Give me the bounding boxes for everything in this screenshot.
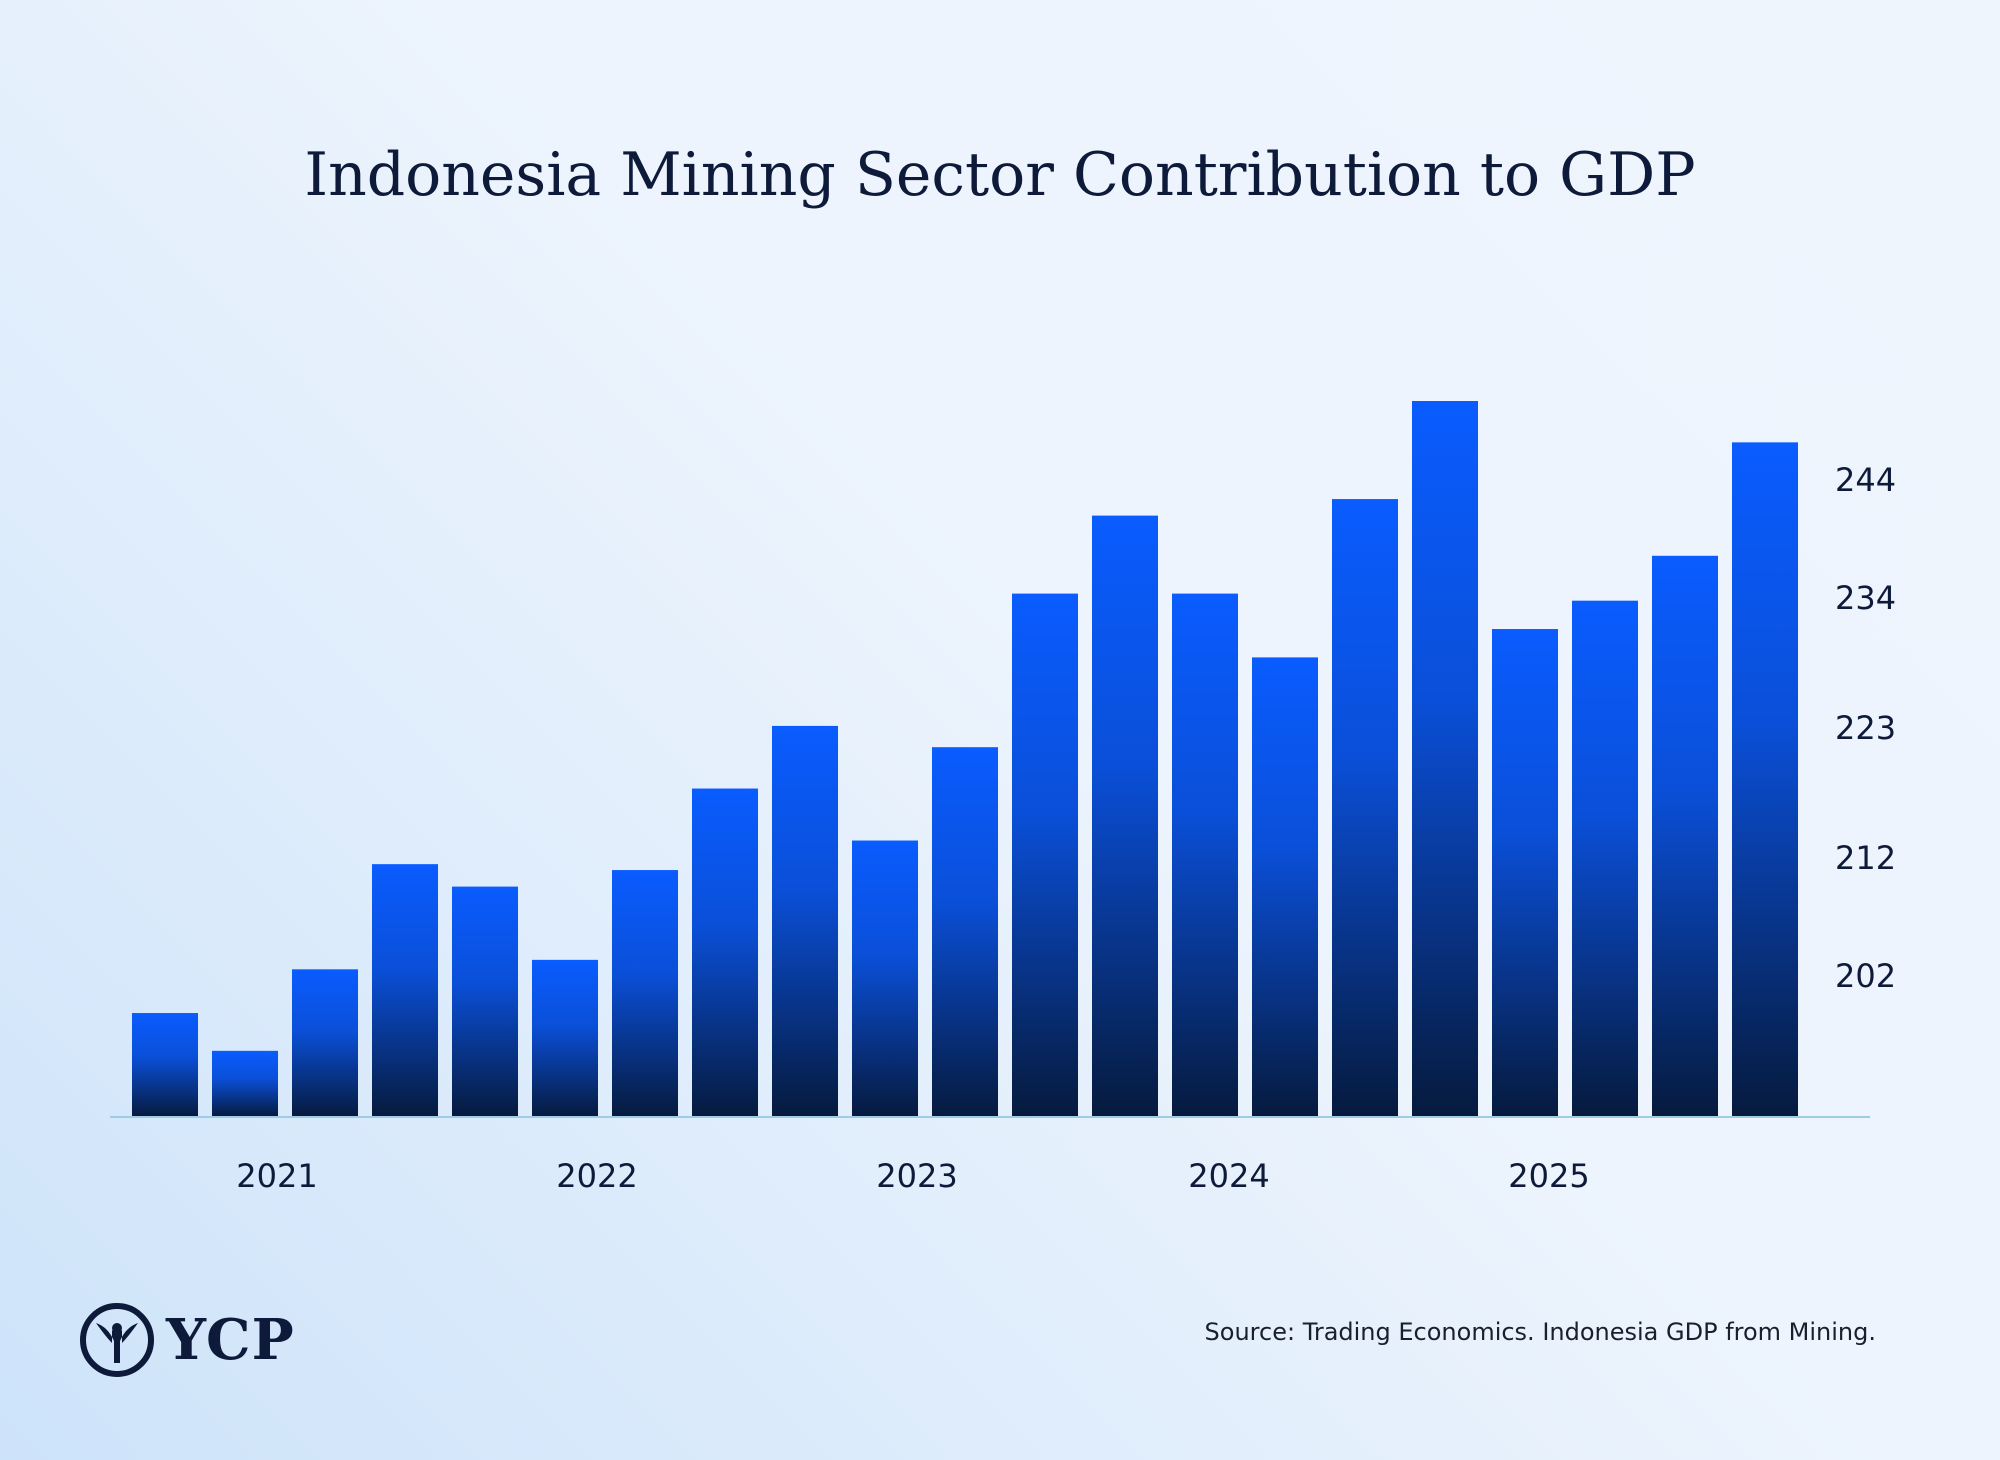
- bar-6: [612, 870, 678, 1117]
- bar-18: [1572, 600, 1638, 1117]
- bar-13: [1172, 593, 1238, 1117]
- x-tick-label-1: 2022: [556, 1157, 637, 1195]
- bar-4: [452, 886, 518, 1117]
- bar-17: [1492, 629, 1558, 1117]
- bar-9: [852, 840, 918, 1117]
- bar-19: [1652, 555, 1718, 1117]
- ycp-logo: YCP: [78, 1300, 295, 1380]
- bar-12: [1092, 515, 1158, 1117]
- bar-15: [1332, 499, 1398, 1117]
- bar-0: [132, 1013, 198, 1117]
- source-note: Source: Trading Economics. Indonesia GDP…: [1204, 1318, 1876, 1346]
- bar-11: [1012, 593, 1078, 1117]
- bar-8: [772, 725, 838, 1117]
- bar-2: [292, 969, 358, 1117]
- y-tick-label-3: 234: [1835, 579, 1896, 617]
- bar-1: [212, 1050, 278, 1117]
- bar-3: [372, 864, 438, 1117]
- y-tick-label-4: 244: [1835, 461, 1896, 499]
- ycp-emblem-icon: [80, 1303, 154, 1377]
- chart-title: Indonesia Mining Sector Contribution to …: [304, 140, 1696, 210]
- x-tick-label-3: 2024: [1188, 1157, 1269, 1195]
- x-axis-ticks: 2021 2022 2023 2024 2025: [236, 1157, 1589, 1195]
- bars-group: [132, 401, 1798, 1117]
- y-tick-label-0: 202: [1835, 957, 1896, 995]
- bar-10: [932, 747, 998, 1117]
- y-tick-label-1: 212: [1835, 839, 1896, 877]
- logo-text: YCP: [166, 1307, 295, 1373]
- bar-14: [1252, 657, 1318, 1117]
- y-axis-ticks: 202 212 223 234 244: [1835, 461, 1896, 995]
- x-tick-label-2: 2023: [876, 1157, 957, 1195]
- y-tick-label-2: 223: [1835, 709, 1896, 747]
- bar-7: [692, 788, 758, 1117]
- x-tick-label-0: 2021: [236, 1157, 317, 1195]
- bar-5: [532, 959, 598, 1117]
- bar-16: [1412, 401, 1478, 1117]
- x-tick-label-4: 2025: [1508, 1157, 1589, 1195]
- bar-20: [1732, 442, 1798, 1117]
